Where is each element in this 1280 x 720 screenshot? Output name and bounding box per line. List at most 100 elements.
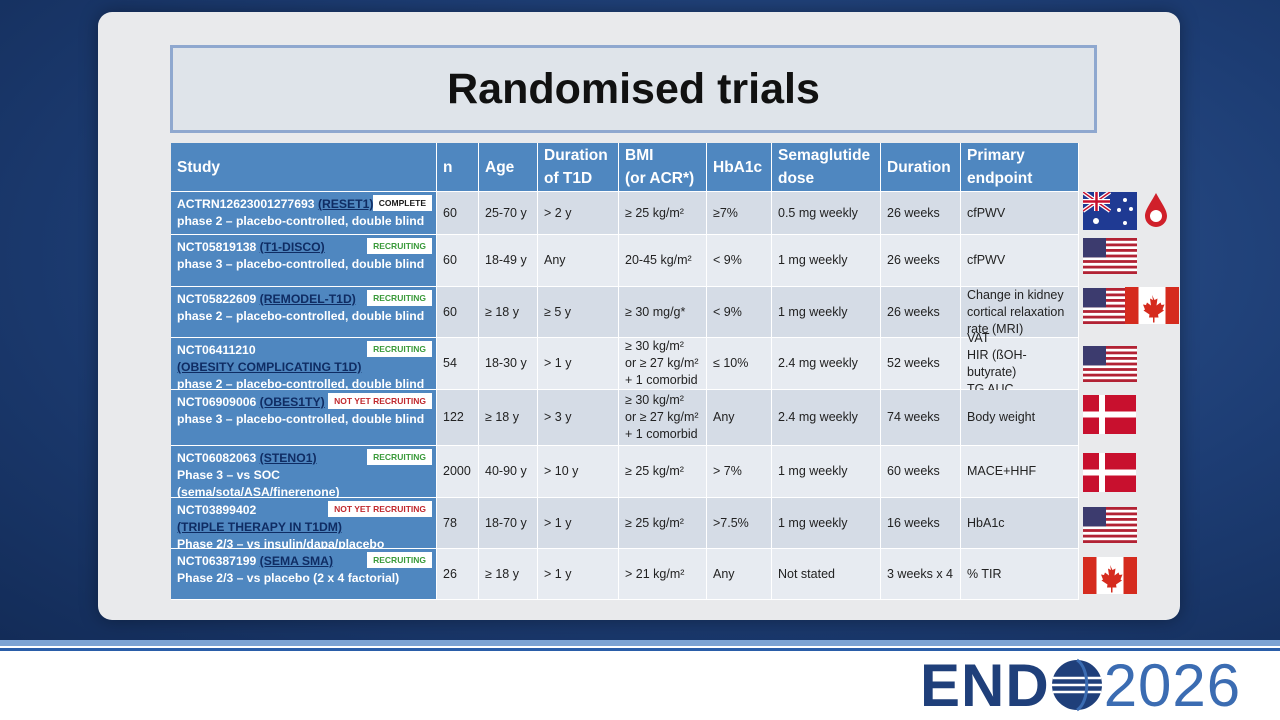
flag-usa [1083,346,1137,382]
table-cell: 0.5 mg weekly [772,192,881,235]
cell-text: 26 weeks [887,253,940,267]
table-cell: 1 mg weekly [772,446,881,498]
table-cell: 54 [437,338,479,390]
study-line: NCT05822609 (REMODEL-T1D) [177,291,430,308]
table-cell: 60 weeks [881,446,961,498]
table-cell: 18-70 y [479,498,538,549]
table-cell: > 10 y [538,446,619,498]
cell-text: 52 weeks [887,356,940,370]
cell-line: ≥ 30 kg/m² [625,393,684,407]
cell-text: 60 [443,253,457,267]
cell-text: 60 [443,304,457,319]
cell-text: 25-70 y [485,205,527,220]
table-cell: ≥ 18 y [479,287,538,338]
table-cell: > 1 y [538,338,619,390]
flag-denmark [1083,395,1136,434]
cell-line: rate (MRI) [967,321,1024,336]
cell-text: 26 weeks [887,205,940,220]
table-cell: ≥7% [707,192,772,235]
cell-text: Not stated [778,566,835,581]
table-cell: MACE+HHF [961,446,1079,498]
table-cell: > 7% [707,446,772,498]
table-cell: 2000 [437,446,479,498]
cell-text: % TIR [967,566,1002,581]
study-design: Phase 2/3 – vs insulin/dapa/placebo [177,537,385,551]
cell-text: Any [544,253,566,267]
cell-text: 1 mg weekly [778,253,848,267]
study-id: NCT05822609 [177,292,257,306]
flag-canada [1125,287,1179,324]
table-cell: cfPWV [961,235,1079,287]
study-id: NCT06411210 [177,343,256,357]
cell-text: > 1 y [544,356,572,370]
study-cell: NCT05819138 (T1-DISCO) phase 3 – placebo-… [171,235,437,287]
cell-text: Study [177,158,221,176]
cell-text: 60 [443,205,457,220]
table-cell: 20-45 kg/m² [619,235,707,287]
cell-text: Age [485,158,515,176]
column-header: Primary endpoint [961,143,1079,192]
cell-text: 54 [443,356,457,370]
cell-text: 3 weeks x 4 [887,566,954,581]
study-cell: NCT06387199 (SEMA SMA) Phase 2/3 – vs pla… [171,549,437,600]
cell-text: 1 mg weekly [778,304,848,319]
table-cell: 1 mg weekly [772,498,881,549]
cell-text: ≥ 25 kg/m² [625,515,684,530]
table-cell: ≥ 18 y [479,390,538,446]
cell-text: < 9% [713,304,742,319]
event-logo: END 2026 [920,652,1241,719]
cell-text: 2000 [443,464,471,478]
cell-line: or ≥ 27 kg/m² [625,356,699,370]
study-line: NCT06909006 (OBES1TY) [177,394,430,411]
cell-text: 40-90 y [485,464,527,478]
study-line: NCT05819138 (T1-DISCO) [177,239,430,256]
study-design: phase 2 – placebo-controlled, double bli… [177,214,425,228]
logo-globe [1051,658,1102,712]
cell-text: ≥ 5 y [544,304,572,319]
study-design: phase 3 – placebo-controlled, double bli… [177,257,425,271]
cell-text: Body weight [967,410,1036,424]
table-cell: Any [538,235,619,287]
table-cell: 1 mg weekly [772,287,881,338]
status-badge: COMPLETE [372,195,432,211]
cell-text: MACE+HHF [967,464,1037,478]
cell-text: > 10 y [544,464,579,478]
study-acronym: (OBESITY COMPLICATING T1D) [177,360,362,374]
table-cell: 18-30 y [479,338,538,390]
study-design: phase 2 – placebo-controlled, double bli… [177,309,425,323]
study-id: NCT05819138 [177,240,257,254]
cell-line: Change in kidney [967,287,1064,302]
study-acronym: (OBES1TY) [259,395,325,409]
column-header: HbA1c [707,143,772,192]
table-cell: ≥ 5 y [538,287,619,338]
cell-text: HbA1c [967,515,1005,530]
status-badge: RECRUITING [367,552,432,568]
cell-text: 74 weeks [887,410,940,424]
cell-line: HIR (ßOH-butyrate) [967,347,1027,379]
column-header: BMI (or ACR*) [619,143,707,192]
table-cell: 74 weeks [881,390,961,446]
cell-text: 122 [443,410,464,424]
cell-text: 1 mg weekly [778,464,848,478]
table-cell: Any [707,390,772,446]
cell-text: 18-49 y [485,253,527,267]
study-cell: ACTRN12623001277693 (RESET1) phase 2 – pl… [171,192,437,235]
flag-usa [1083,238,1137,274]
table-cell: % TIR [961,549,1079,600]
table-cell: 26 weeks [881,287,961,338]
cell-text: ≤ 10% [713,356,749,370]
table-cell: ≥ 25 kg/m² [619,498,707,549]
cell-text: > 3 y [544,410,572,424]
study-id: NCT06082063 [177,451,257,465]
cell-text: 78 [443,515,457,530]
table-cell: > 1 y [538,498,619,549]
study-acronym: (STENO1) [259,451,317,465]
table-cell: > 21 kg/m² [619,549,707,600]
cell-text: > 2 y [544,205,572,220]
table-cell: ≥ 25 kg/m² [619,446,707,498]
cell-line: ≥ 30 kg/m² [625,339,684,353]
footer-band [0,648,1280,651]
flag-australia [1083,192,1137,230]
cell-text: Any [713,566,735,581]
cell-text: 2.4 mg weekly [778,410,858,424]
